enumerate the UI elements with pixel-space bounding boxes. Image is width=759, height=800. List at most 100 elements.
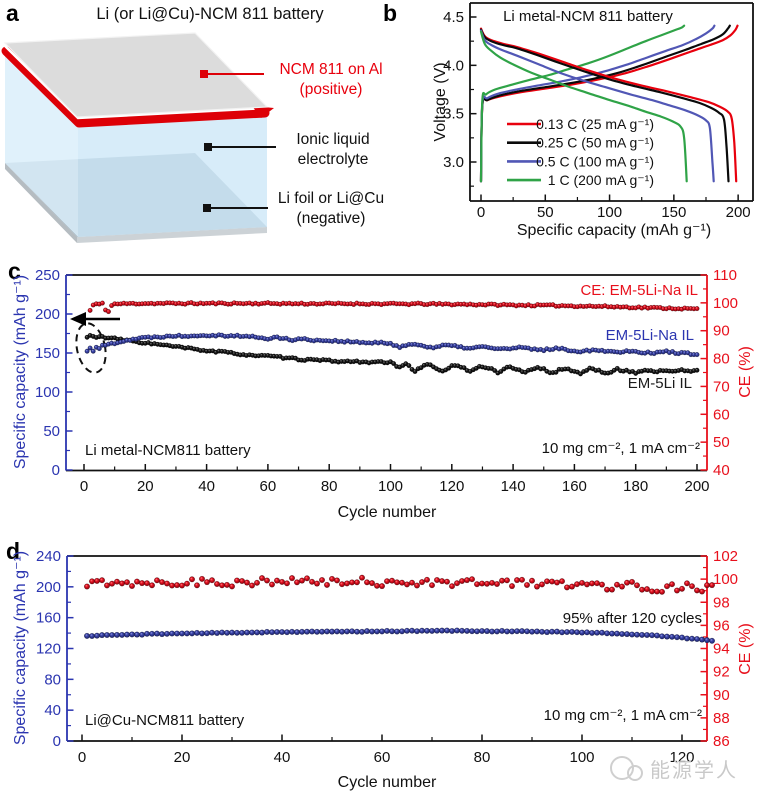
anode-sublabel: (negative) <box>296 210 366 227</box>
svg-text:200: 200 <box>726 204 751 221</box>
legend: 0.13 C (25 mA g⁻¹) 0.25 C (50 mA g⁻¹) 0.5 … <box>507 116 654 188</box>
panel-c-loading-note: 10 mg cm⁻², 1 mA cm⁻² <box>541 440 700 457</box>
svg-text:120: 120 <box>669 749 694 766</box>
svg-text:3.5: 3.5 <box>443 106 464 123</box>
svg-text:150: 150 <box>35 345 60 362</box>
x-axis-ticks: 0 20 40 60 80 100 120 <box>78 734 695 766</box>
left-axis-pointer-arrow <box>70 312 120 326</box>
anode-plate-front-edge <box>77 227 267 243</box>
svg-text:0.13 C (25 mA g⁻¹): 0.13 C (25 mA g⁻¹) <box>536 116 654 132</box>
svg-text:200: 200 <box>35 306 60 323</box>
svg-text:240: 240 <box>36 548 61 565</box>
series-CE-EM-5Li-Na-IL <box>87 300 700 315</box>
panel-c-xaxis-title: Cycle number <box>337 504 437 521</box>
series-EM-5Li-IL-capacity <box>84 332 700 377</box>
cathode-right-tip <box>252 106 274 118</box>
cathode-layer <box>1 46 270 128</box>
svg-text:86: 86 <box>713 733 730 750</box>
top-plate <box>3 32 269 118</box>
svg-text:90: 90 <box>713 687 730 704</box>
series-EM-5Li-Na-IL-capacity <box>84 332 700 358</box>
battery-schematic <box>1 32 276 243</box>
panel-b-xaxis-title: Specific capacity (mAh g⁻¹) <box>516 222 712 239</box>
svg-text:92: 92 <box>713 664 730 681</box>
svg-text:40: 40 <box>274 749 291 766</box>
panel-d-battery-note: Li@Cu-NCM811 battery <box>85 712 245 729</box>
svg-text:70: 70 <box>713 378 730 395</box>
anode-plate-left-edge <box>5 163 77 243</box>
svg-text:0: 0 <box>52 462 60 479</box>
series-LiCu-capacity <box>83 627 716 644</box>
svg-text:200: 200 <box>684 478 709 495</box>
svg-text:0.25 C (50 mA g⁻¹): 0.25 C (50 mA g⁻¹) <box>536 135 654 151</box>
svg-text:160: 160 <box>36 610 61 627</box>
svg-text:120: 120 <box>439 478 464 495</box>
svg-text:50: 50 <box>537 204 554 221</box>
svg-text:4.0: 4.0 <box>443 57 464 74</box>
svg-text:0: 0 <box>53 733 61 750</box>
electrolyte-label: Ionic liquid <box>296 131 370 148</box>
svg-text:100: 100 <box>35 384 60 401</box>
svg-text:40: 40 <box>44 702 61 719</box>
svg-text:94: 94 <box>713 641 730 658</box>
panel-b-title: Li metal-NCM 811 battery <box>503 8 673 25</box>
svg-text:50: 50 <box>43 423 60 440</box>
x-axis-ticks: 0 20 40 60 80 100 120 140 160 180 200 <box>80 464 710 495</box>
electrolyte-left-face <box>5 52 78 237</box>
svg-text:80: 80 <box>321 478 338 495</box>
svg-text:40: 40 <box>198 478 215 495</box>
cathode-label: NCM 811 on Al <box>279 61 383 78</box>
svg-text:100: 100 <box>378 478 403 495</box>
panel-c-battery-note: Li metal-NCM811 battery <box>85 442 251 459</box>
panel-c-label: c <box>8 258 21 284</box>
panel-c-black-series-label: EM-5Li IL <box>627 375 692 392</box>
left-axis-ticks: 0 40 80 120 160 200 240 <box>36 548 74 750</box>
series-LiCu-CE <box>83 574 716 595</box>
svg-text:90: 90 <box>713 323 730 340</box>
panel-a-label: a <box>6 0 19 26</box>
svg-text:100: 100 <box>597 204 622 221</box>
svg-text:250: 250 <box>35 267 60 284</box>
curve-discharge-0.13C <box>479 27 738 183</box>
panel-a-title: Li (or Li@Cu)-NCM 811 battery <box>96 5 324 23</box>
electrolyte-callout-marker <box>204 143 212 151</box>
anode-callout-marker <box>203 204 211 212</box>
panel-d-retention-note: 95% after 120 cycles <box>562 610 702 627</box>
right-axis-ticks: 86 88 90 92 94 96 98 100 102 <box>700 548 738 750</box>
panel-d-label: d <box>6 538 21 564</box>
svg-text:180: 180 <box>623 478 648 495</box>
panel-c-ce-series-label: CE: EM-5Li-Na IL <box>580 282 698 299</box>
svg-text:80: 80 <box>713 351 730 368</box>
svg-text:80: 80 <box>44 671 61 688</box>
cathode-top-highlight <box>4 45 267 120</box>
svg-text:100: 100 <box>713 571 738 588</box>
svg-text:50: 50 <box>713 434 730 451</box>
left-axis-ticks: 0 50 100 150 200 250 <box>35 267 73 479</box>
svg-text:110: 110 <box>713 267 737 284</box>
svg-text:100: 100 <box>713 295 738 312</box>
svg-text:4.5: 4.5 <box>443 9 464 26</box>
svg-text:88: 88 <box>713 710 730 727</box>
svg-text:60: 60 <box>260 478 277 495</box>
svg-text:0: 0 <box>78 749 86 766</box>
panel-b-label: b <box>383 0 398 26</box>
cathode-callout-marker <box>200 70 208 78</box>
svg-text:102: 102 <box>713 548 738 565</box>
svg-text:100: 100 <box>569 749 594 766</box>
left-axis-ticks: 3.0 3.5 4.0 4.5 <box>443 9 477 187</box>
curve-discharge-0.25C <box>479 28 730 183</box>
svg-text:1 C (200 mA g⁻¹): 1 C (200 mA g⁻¹) <box>548 172 654 188</box>
svg-text:0: 0 <box>80 478 88 495</box>
svg-text:0: 0 <box>477 204 485 221</box>
svg-text:80: 80 <box>474 749 491 766</box>
svg-text:150: 150 <box>661 204 686 221</box>
svg-text:60: 60 <box>713 406 730 423</box>
watermark-logo-icon <box>610 756 643 781</box>
svg-text:40: 40 <box>713 462 730 479</box>
curve-charge-0.5C <box>479 24 716 183</box>
svg-text:98: 98 <box>713 594 730 611</box>
